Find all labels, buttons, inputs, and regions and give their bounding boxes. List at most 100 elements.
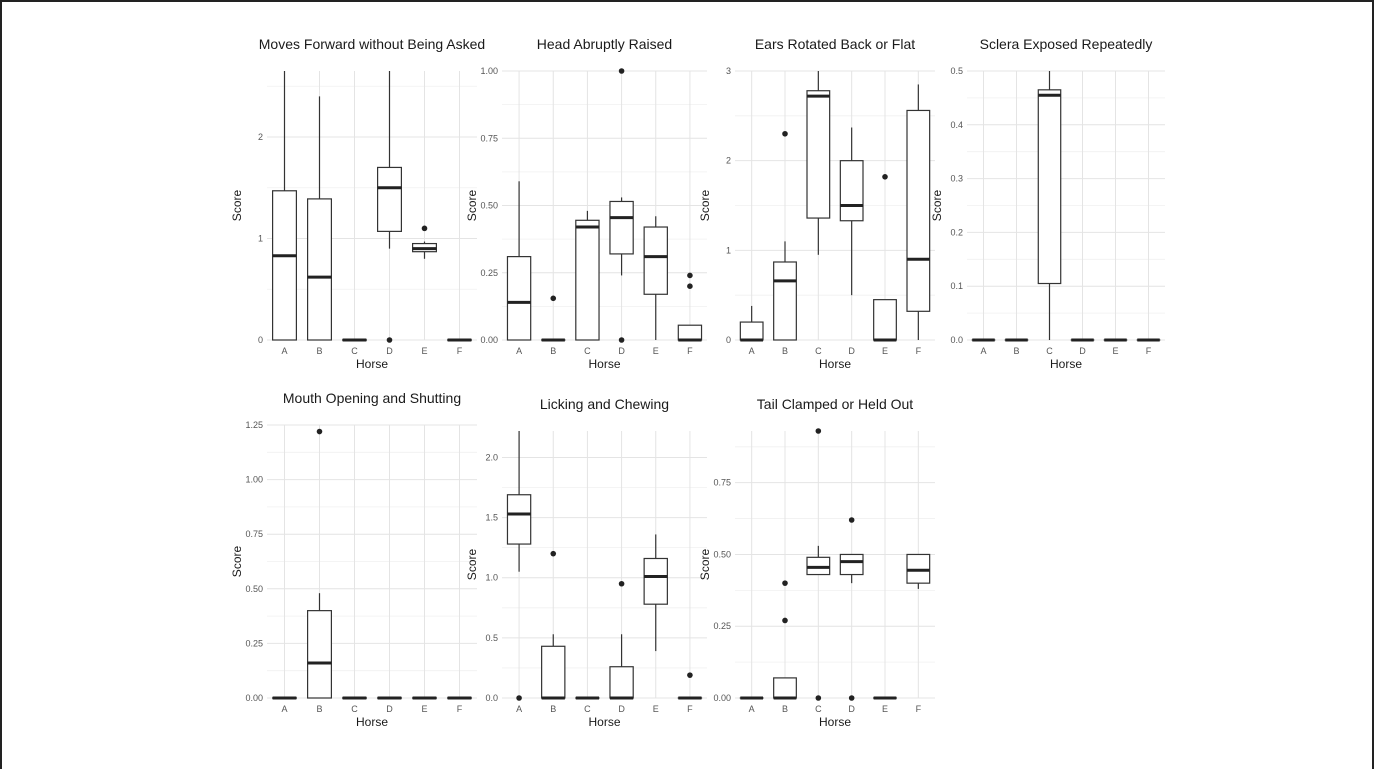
y-tick-label: 0.25 — [480, 268, 498, 278]
panel-title: Mouth Opening and Shutting — [283, 390, 461, 406]
y-tick-label: 0.25 — [245, 638, 263, 648]
x-tick-label: D — [386, 346, 393, 356]
x-tick-label: F — [687, 704, 693, 714]
iqr-box — [907, 110, 930, 311]
panel-title: Ears Rotated Back or Flat — [755, 36, 915, 52]
y-tick-label: 0.1 — [950, 281, 963, 291]
y-axis-label: Score — [930, 190, 944, 222]
x-axis-label: Horse — [356, 357, 388, 371]
outlier-point — [550, 296, 556, 302]
y-tick-label: 0.75 — [713, 478, 731, 488]
x-tick-label: C — [351, 704, 358, 714]
x-tick-label: D — [618, 704, 625, 714]
x-tick-label: C — [815, 704, 822, 714]
y-axis-label: Score — [698, 549, 712, 581]
x-tick-label: A — [281, 704, 287, 714]
x-tick-label: D — [386, 704, 393, 714]
iqr-box — [610, 667, 633, 698]
y-tick-label: 0.75 — [245, 529, 263, 539]
x-tick-label: F — [457, 346, 463, 356]
x-tick-label: E — [1112, 346, 1118, 356]
box-E — [644, 534, 667, 651]
iqr-box — [576, 220, 599, 340]
panel-title: Licking and Chewing — [540, 396, 669, 412]
outlier-point — [816, 428, 822, 434]
y-axis-label: Score — [465, 190, 479, 222]
outlier-point — [387, 337, 393, 343]
x-tick-label: A — [749, 346, 755, 356]
iqr-box — [678, 325, 701, 340]
iqr-box — [840, 554, 863, 574]
y-tick-label: 0.25 — [713, 621, 731, 631]
y-tick-label: 0.00 — [245, 693, 263, 703]
y-tick-label: 1.00 — [245, 475, 263, 485]
y-tick-label: 1 — [258, 233, 263, 243]
y-tick-label: 2 — [726, 156, 731, 166]
y-axis-label: Score — [230, 190, 244, 222]
y-tick-label: 0.00 — [480, 335, 498, 345]
outlier-point — [782, 580, 788, 586]
iqr-box — [1038, 90, 1060, 284]
box-B — [308, 96, 332, 340]
outlier-point — [550, 551, 556, 557]
x-tick-label: B — [782, 346, 788, 356]
y-tick-label: 0 — [258, 335, 263, 345]
x-axis-label: Horse — [819, 715, 851, 729]
outlier-point — [782, 131, 788, 137]
outlier-point — [882, 174, 888, 180]
y-tick-label: 0.0 — [950, 335, 963, 345]
x-tick-label: E — [421, 704, 427, 714]
iqr-box — [378, 167, 402, 231]
outlier-point — [816, 695, 822, 701]
outlier-point — [849, 517, 855, 523]
y-tick-label: 0.4 — [950, 120, 963, 130]
x-tick-label: C — [815, 346, 822, 356]
y-axis-label: Score — [230, 546, 244, 578]
box-F — [907, 554, 930, 588]
x-tick-label: E — [653, 346, 659, 356]
x-tick-label: D — [1079, 346, 1086, 356]
box-C — [807, 71, 830, 255]
x-axis-label: Horse — [356, 715, 388, 729]
x-tick-label: C — [1046, 346, 1053, 356]
iqr-box — [807, 91, 830, 218]
x-axis-label: Horse — [819, 357, 851, 371]
x-tick-label: E — [882, 704, 888, 714]
y-tick-label: 0.5 — [485, 633, 498, 643]
x-tick-label: D — [618, 346, 625, 356]
x-tick-label: A — [281, 346, 287, 356]
x-tick-label: D — [848, 704, 855, 714]
y-tick-label: 3 — [726, 66, 731, 76]
outlier-point — [619, 68, 625, 74]
box-A — [740, 306, 763, 340]
x-tick-label: B — [316, 704, 322, 714]
iqr-box — [273, 191, 297, 340]
x-tick-label: F — [687, 346, 693, 356]
y-tick-label: 0.5 — [950, 66, 963, 76]
box-F — [907, 84, 930, 340]
box-C — [1038, 71, 1060, 340]
outlier-point — [516, 695, 522, 701]
y-tick-label: 0.50 — [245, 584, 263, 594]
x-tick-label: F — [916, 346, 922, 356]
y-tick-label: 0.75 — [480, 133, 498, 143]
panel-title: Tail Clamped or Held Out — [757, 396, 914, 412]
x-axis-label: Horse — [588, 357, 620, 371]
outlier-point — [619, 581, 625, 587]
y-tick-label: 0.50 — [480, 201, 498, 211]
x-tick-label: A — [516, 346, 522, 356]
iqr-box — [507, 495, 530, 544]
x-tick-label: E — [421, 346, 427, 356]
x-tick-label: F — [916, 704, 922, 714]
x-tick-label: C — [584, 346, 591, 356]
y-tick-label: 1 — [726, 245, 731, 255]
x-tick-label: B — [1013, 346, 1019, 356]
iqr-box — [542, 646, 565, 698]
